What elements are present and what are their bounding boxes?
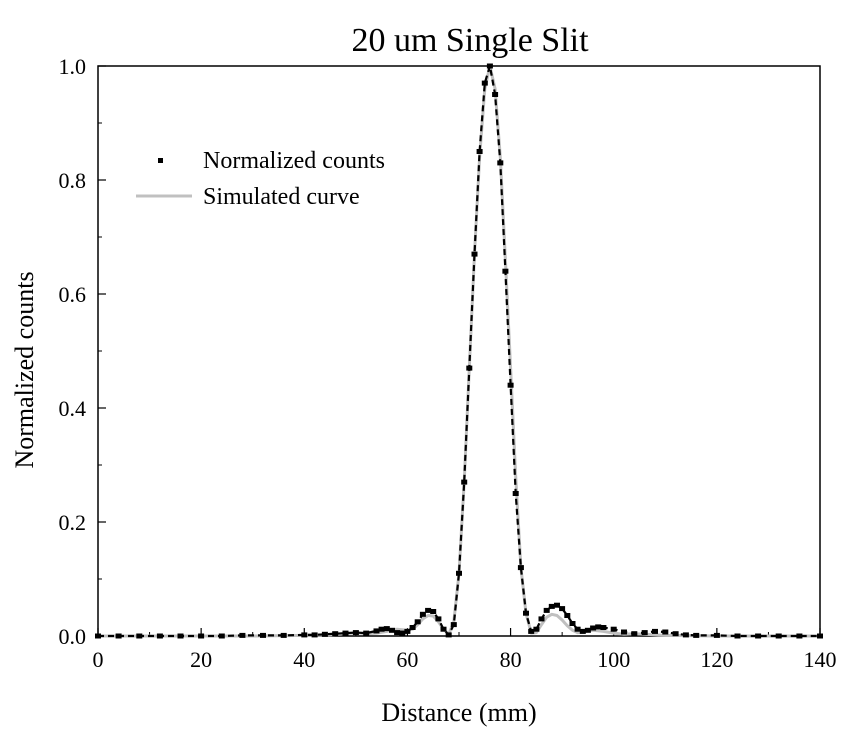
data-point bbox=[456, 570, 462, 576]
data-point bbox=[373, 628, 380, 634]
data-point bbox=[517, 565, 524, 571]
data-point bbox=[548, 603, 555, 609]
data-point bbox=[533, 626, 540, 632]
data-point bbox=[409, 625, 416, 630]
x-tick-label: 120 bbox=[700, 647, 733, 672]
x-tick-label: 60 bbox=[396, 647, 418, 672]
data-point bbox=[430, 609, 437, 614]
y-axis-label: Normalized counts bbox=[10, 271, 39, 468]
data-point bbox=[363, 630, 370, 636]
chart-title: 20 um Single Slit bbox=[351, 22, 589, 59]
data-point bbox=[595, 624, 602, 630]
x-tick-label: 40 bbox=[293, 647, 315, 672]
data-point bbox=[507, 382, 514, 388]
data-point bbox=[564, 613, 571, 618]
x-tick-label: 100 bbox=[597, 647, 630, 672]
series-layer bbox=[95, 63, 823, 639]
data-point bbox=[471, 251, 478, 257]
data-point bbox=[817, 633, 823, 639]
y-axis-ticks: 0.0 0.2 0.4 0.6 0.8 1.0 bbox=[59, 54, 106, 649]
legend: Normalized counts Simulated curve bbox=[136, 148, 385, 210]
legend-label-normalized-counts: Normalized counts bbox=[203, 148, 385, 174]
data-point bbox=[713, 632, 720, 638]
series-normalized-counts-trace bbox=[98, 64, 820, 638]
data-point bbox=[775, 633, 782, 639]
data-point bbox=[332, 631, 339, 637]
y-tick-label: 0.2 bbox=[59, 510, 87, 535]
legend-label-simulated-curve: Simulated curve bbox=[203, 184, 360, 210]
data-point bbox=[734, 633, 741, 639]
x-tick-label: 20 bbox=[190, 647, 212, 672]
data-point bbox=[301, 632, 308, 638]
x-tick-label: 140 bbox=[804, 647, 837, 672]
x-tick-label: 0 bbox=[93, 647, 104, 672]
data-point bbox=[796, 633, 803, 639]
data-point bbox=[321, 631, 328, 637]
data-point bbox=[569, 621, 576, 626]
y-tick-label: 0.6 bbox=[59, 282, 87, 307]
data-point bbox=[383, 626, 390, 632]
data-point bbox=[559, 606, 566, 612]
legend-marker-normalized-counts bbox=[158, 158, 163, 163]
data-point bbox=[440, 626, 447, 632]
data-point bbox=[461, 479, 468, 485]
data-point bbox=[476, 149, 483, 154]
y-tick-label: 0.0 bbox=[59, 624, 87, 649]
x-axis-label: Distance (mm) bbox=[381, 698, 536, 727]
y-tick-label: 0.8 bbox=[59, 168, 87, 193]
data-point bbox=[311, 632, 318, 638]
y-tick-label: 0.4 bbox=[59, 396, 87, 421]
data-point bbox=[342, 630, 349, 636]
x-axis-ticks: 0 20 40 60 80 100 120 140 bbox=[93, 628, 837, 672]
data-point bbox=[481, 80, 488, 86]
data-point bbox=[755, 633, 762, 639]
x-tick-label: 80 bbox=[500, 647, 522, 672]
data-point bbox=[352, 630, 359, 636]
data-point bbox=[486, 63, 493, 69]
y-tick-label: 1.0 bbox=[59, 54, 87, 79]
